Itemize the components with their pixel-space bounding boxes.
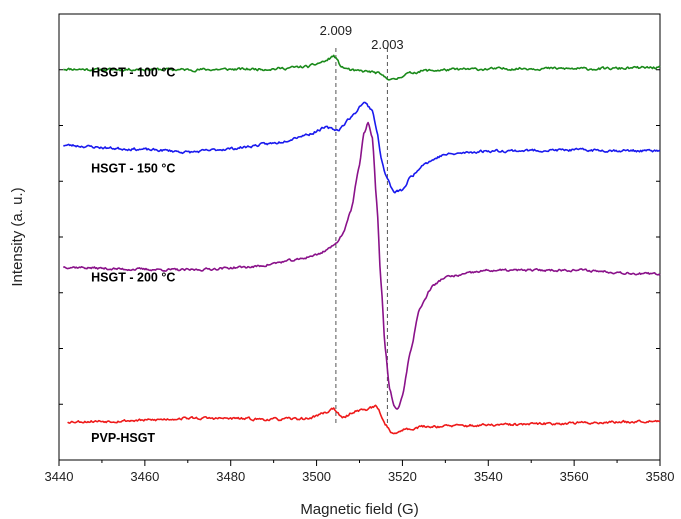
x-tick-label: 3500 xyxy=(302,469,331,484)
annotation-labels: 2.009 2.003 xyxy=(320,23,404,52)
x-tick-label: 3440 xyxy=(45,469,74,484)
series-labels: HSGT - 100 °C HSGT - 150 °C HSGT - 200 °C P… xyxy=(91,65,175,445)
x-tick-label: 3540 xyxy=(474,469,503,484)
y-axis-label: Intensity (a. u.) xyxy=(9,187,26,286)
series-line xyxy=(62,121,661,410)
series-label: HSGT - 150 °C xyxy=(91,161,175,175)
x-tick-label: 3460 xyxy=(130,469,159,484)
plot-frame xyxy=(58,13,661,461)
x-axis-label: Magnetic field (G) xyxy=(300,501,418,518)
series-label: HSGT - 100 °C xyxy=(91,65,175,79)
y-axis-ticks xyxy=(59,13,660,461)
x-tick-label: 3560 xyxy=(560,469,589,484)
series-layer xyxy=(62,54,661,435)
series-line xyxy=(63,101,661,194)
series-line xyxy=(67,404,661,435)
series-label: HSGT - 200 °C xyxy=(91,271,175,285)
g-value-label: 2.009 xyxy=(320,23,353,38)
g-value-label: 2.003 xyxy=(371,37,404,52)
x-tick-label: 3580 xyxy=(646,469,675,484)
x-axis-ticks: 3440 3460 3480 3500 3520 3540 3560 3580 xyxy=(45,460,675,484)
x-tick-label: 3520 xyxy=(388,469,417,484)
series-label: PVP-HSGT xyxy=(91,431,155,445)
series-line xyxy=(63,54,661,81)
x-tick-label: 3480 xyxy=(216,469,245,484)
